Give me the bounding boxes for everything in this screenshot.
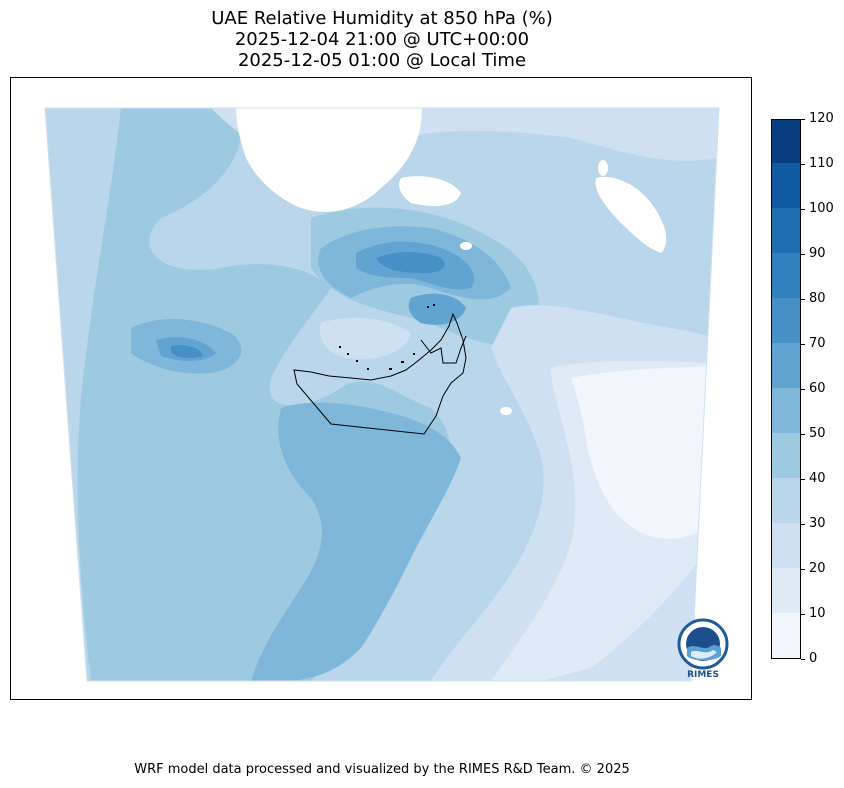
colorbar-segment bbox=[772, 298, 800, 343]
domain-edge bbox=[44, 107, 720, 682]
colorbar-segment bbox=[772, 433, 800, 478]
title-line-3: 2025-12-05 01:00 @ Local Time bbox=[237, 50, 527, 71]
colorbar-tick-label: 50 bbox=[809, 426, 826, 441]
colorbar-tick-mark bbox=[801, 253, 805, 255]
colorbar-tick-label: 60 bbox=[809, 381, 826, 396]
rh-band-70-80-west-blob bbox=[171, 345, 203, 359]
colorbar-tick-mark bbox=[801, 388, 805, 390]
no-data-gulf-north bbox=[235, 108, 422, 212]
colorbar-segment bbox=[772, 120, 800, 163]
uae-border bbox=[293, 312, 467, 435]
chart-title: UAE Relative Humidity at 850 hPa (%) 202… bbox=[10, 8, 754, 71]
colorbar-tick-mark bbox=[801, 208, 805, 210]
colorbar-tick-label: 10 bbox=[809, 606, 826, 621]
no-data-island-3 bbox=[460, 242, 472, 250]
colorbar-segment bbox=[772, 343, 800, 388]
colorbar-segment bbox=[772, 478, 800, 523]
colorbar-segment bbox=[772, 208, 800, 253]
colorbar-tick-label: 70 bbox=[809, 336, 826, 351]
no-data-island-4 bbox=[598, 160, 608, 176]
map-panel[interactable]: RIMES bbox=[10, 77, 752, 700]
humidity-map bbox=[44, 107, 720, 682]
rimes-logo-emblem bbox=[677, 618, 729, 670]
no-data-island-5 bbox=[500, 407, 512, 415]
colorbar-tick-mark bbox=[801, 478, 805, 480]
footer-credit: WRF model data processed and visualized … bbox=[134, 762, 630, 777]
no-data-strait bbox=[595, 176, 667, 253]
rh-band-20-30-coast bbox=[319, 317, 411, 360]
colorbar-tick-mark bbox=[801, 613, 805, 615]
colorbar-segment bbox=[772, 568, 800, 613]
colorbar-tick-mark bbox=[801, 658, 805, 660]
colorbar-segment bbox=[772, 163, 800, 208]
no-data-island-2 bbox=[366, 108, 386, 115]
colorbar-tick-label: 0 bbox=[809, 651, 818, 666]
colorbar-segment bbox=[772, 613, 800, 658]
rimes-logo: RIMES bbox=[677, 618, 729, 690]
no-data-gulf-east bbox=[399, 176, 461, 206]
colorbar-tick-label: 40 bbox=[809, 471, 826, 486]
title-line-1: UAE Relative Humidity at 850 hPa (%) bbox=[211, 8, 553, 29]
colorbar-tick-label: 120 bbox=[809, 111, 834, 126]
humidity-field bbox=[45, 108, 719, 681]
colorbar-tick-mark bbox=[801, 343, 805, 345]
colorbar bbox=[771, 119, 801, 659]
rh-band-0-10-east bbox=[571, 366, 719, 539]
colorbar-tick-label: 30 bbox=[809, 516, 826, 531]
rimes-logo-text: RIMES bbox=[687, 670, 719, 680]
no-data-island-1 bbox=[317, 108, 345, 112]
rh-band-30-40-west-edge bbox=[45, 108, 121, 681]
colorbar-tick-mark bbox=[801, 568, 805, 570]
colorbar-segment bbox=[772, 253, 800, 298]
rh-band-50-60-central bbox=[251, 402, 461, 681]
colorbar-segment bbox=[772, 388, 800, 433]
colorbar-segment bbox=[772, 523, 800, 568]
colorbar-tick-mark bbox=[801, 433, 805, 435]
colorbar-tick-label: 100 bbox=[809, 201, 834, 216]
colorbar-tick-label: 80 bbox=[809, 291, 826, 306]
rh-band-70-80 bbox=[376, 252, 445, 274]
colorbar-tick-mark bbox=[801, 523, 805, 525]
coastal-islands bbox=[339, 304, 435, 370]
emirate-border bbox=[420, 335, 467, 364]
colorbar-tick-mark bbox=[801, 118, 805, 120]
title-line-2: 2025-12-04 21:00 @ UTC+00:00 bbox=[234, 29, 530, 50]
colorbar-tick-label: 20 bbox=[809, 561, 826, 576]
colorbar-tick-label: 110 bbox=[809, 156, 834, 171]
colorbar-tick-label: 90 bbox=[809, 246, 826, 261]
colorbar-tick-mark bbox=[801, 298, 805, 300]
colorbar-tick-mark bbox=[801, 163, 805, 165]
